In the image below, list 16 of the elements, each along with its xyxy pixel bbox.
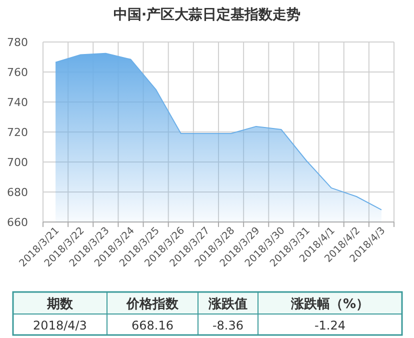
chart-title: 中国·产区大蒜日定基指数走势 bbox=[113, 6, 301, 23]
y-tick-label: 740 bbox=[7, 96, 28, 109]
text: 668.16 bbox=[132, 318, 174, 332]
y-tick-label: 760 bbox=[7, 66, 28, 79]
y-tick-label: 780 bbox=[7, 36, 28, 49]
text: -1.24 bbox=[314, 318, 346, 332]
y-tick-label: 660 bbox=[7, 216, 28, 229]
text: 涨跌幅（%） bbox=[290, 297, 370, 312]
text: 期数 bbox=[46, 297, 74, 312]
y-tick-label: 700 bbox=[7, 156, 28, 169]
text: -8.36 bbox=[212, 318, 244, 332]
y-tick-label: 680 bbox=[7, 186, 28, 199]
text: 2018/4/3 bbox=[33, 318, 87, 332]
text: 价格指数 bbox=[126, 297, 180, 312]
y-tick-label: 720 bbox=[7, 126, 28, 139]
text: 涨跌值 bbox=[208, 297, 248, 312]
